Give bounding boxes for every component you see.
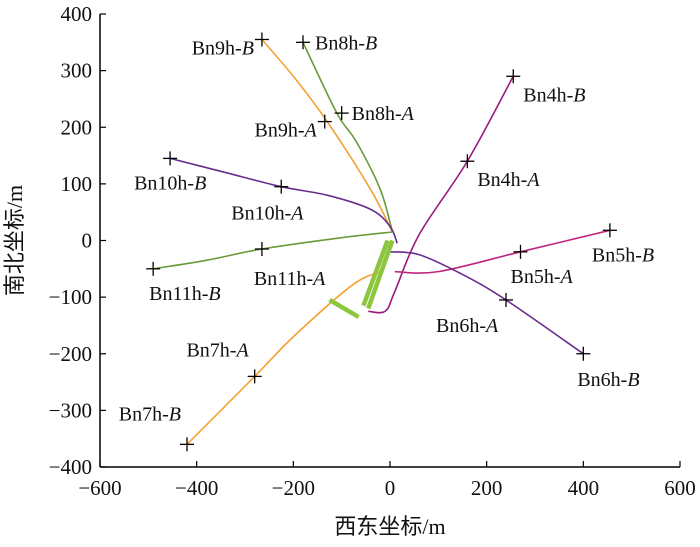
marker-label: Bn5h-B — [592, 244, 654, 266]
marker-bn9h-a: Bn9h-A — [255, 114, 332, 142]
marker-label: Bn10h-B — [134, 172, 206, 194]
track-bn8h — [302, 41, 394, 233]
marker-label: Bn5h-A — [511, 266, 574, 288]
marker-bn5h-a: Bn5h-A — [511, 244, 574, 288]
y-tick-label: −100 — [49, 285, 92, 309]
x-tick-label: −200 — [272, 476, 315, 500]
marker-bn6h-b: Bn6h-B — [576, 346, 640, 391]
y-tick-label: 400 — [61, 2, 93, 26]
y-tick-label: −300 — [49, 398, 92, 422]
y-tick-label: −400 — [49, 455, 92, 479]
axes: −600 −400 −200 0 200 400 600−400−300−200−10001… — [49, 2, 696, 500]
x-axis-title: 西东坐标/m — [334, 514, 445, 539]
track-bn11h — [153, 231, 393, 270]
well-markers: Bn9h-B Bn9h-A Bn8h-B Bn8h-A Bn10h-B Bn10h-A Bn… — [119, 32, 654, 452]
marker-label: Bn6h-B — [577, 369, 639, 391]
y-tick-label: 300 — [61, 59, 93, 83]
marker-label: Bn10h-A — [231, 203, 304, 225]
y-axis-title: 南北坐标/m — [2, 185, 27, 296]
marker-label: Bn11h-A — [254, 268, 326, 290]
track-bn4h — [368, 75, 514, 314]
marker-label: Bn8h-B — [315, 32, 377, 54]
y-tick-label: 0 — [82, 229, 93, 253]
track-bn10h — [169, 157, 398, 244]
marker-bn8h-a: Bn8h-A — [334, 103, 415, 125]
marker-label: Bn11h-B — [149, 283, 220, 305]
marker-bn7h-a: Bn7h-A — [186, 339, 262, 384]
marker-label: Bn7h-B — [119, 403, 181, 425]
marker-bn7h-b: Bn7h-B — [119, 403, 194, 452]
marker-bn5h-b: Bn5h-B — [592, 223, 654, 266]
marker-bn6h-a: Bn6h-A — [436, 292, 513, 337]
x-tick-label: 600 — [664, 476, 696, 500]
marker-label: Bn6h-A — [436, 315, 499, 337]
x-tick-label: −600 — [78, 476, 121, 500]
marker-bn4h-a: Bn4h-A — [460, 154, 540, 191]
marker-label: Bn8h-A — [352, 103, 415, 125]
highlight-segment-2 — [366, 239, 395, 310]
track-bn5h — [394, 229, 611, 274]
x-tick-label: 0 — [385, 476, 396, 500]
highlight-segment-3 — [328, 298, 360, 319]
x-tick-label: 200 — [471, 476, 503, 500]
marker-bn10h-b: Bn10h-B — [134, 151, 206, 194]
marker-bn8h-b: Bn8h-B — [296, 32, 377, 54]
highlight-segment-1 — [361, 239, 390, 307]
marker-bn4h-b: Bn4h-B — [506, 69, 585, 106]
marker-label: Bn9h-B — [192, 37, 254, 59]
marker-bn10h-a: Bn10h-A — [231, 179, 304, 225]
y-tick-label: 100 — [61, 172, 93, 196]
x-tick-label: 400 — [568, 476, 600, 500]
x-tick-label: −400 — [175, 476, 218, 500]
marker-bn11h-b: Bn11h-B — [146, 261, 221, 305]
y-tick-label: 200 — [61, 115, 93, 139]
marker-label: Bn7h-A — [186, 339, 249, 361]
marker-label: Bn9h-A — [255, 120, 318, 142]
track-bn7h — [186, 270, 381, 445]
marker-label: Bn4h-A — [477, 169, 540, 191]
track-bn6h — [389, 251, 584, 355]
marker-bn9h-b: Bn9h-B — [192, 32, 269, 59]
y-tick-label: −200 — [49, 342, 92, 366]
marker-label: Bn4h-B — [523, 84, 585, 106]
marker-bn11h-a: Bn11h-A — [254, 241, 326, 290]
